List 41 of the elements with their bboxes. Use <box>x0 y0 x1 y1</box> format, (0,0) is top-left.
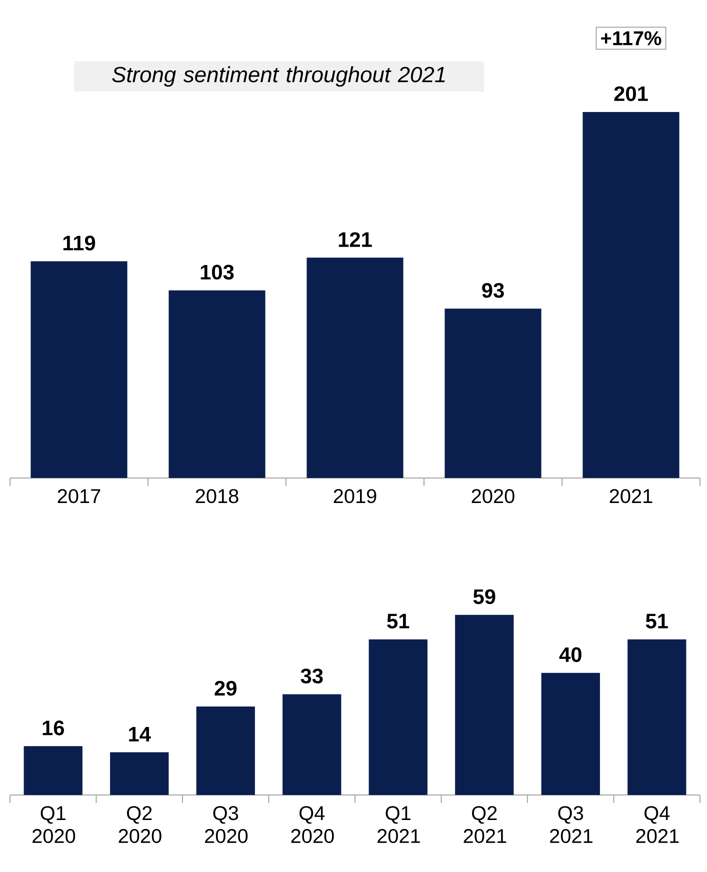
bar <box>541 672 600 795</box>
x-tick-label: Q4 2020 <box>291 806 334 844</box>
bar <box>306 258 404 478</box>
x-tick-label: Q1 2021 <box>378 806 420 844</box>
x-tick-label: 2018 <box>196 489 238 504</box>
bar <box>455 614 514 795</box>
x-tick-label: Q3 2020 <box>205 806 248 844</box>
x-tick-label: 2021 <box>610 489 652 504</box>
bar <box>368 639 428 795</box>
x-tick-label: Q4 2021 <box>636 806 679 844</box>
bar <box>628 639 686 795</box>
data-label: 29 <box>214 680 237 696</box>
bar <box>110 752 169 795</box>
x-tick-label: Q2 2020 <box>118 806 162 844</box>
bar <box>24 746 83 795</box>
data-label: 40 <box>559 647 582 662</box>
x-tick-label: 2017 <box>58 489 100 504</box>
data-label: 14 <box>129 727 152 742</box>
bar <box>282 694 342 795</box>
x-tick-label: Q2 2021 <box>464 806 506 844</box>
text: Strong sentiment throughout 2021 <box>112 66 445 87</box>
bar <box>196 706 256 795</box>
x-tick-label: 2019 <box>334 489 376 504</box>
bar <box>444 308 542 478</box>
text: +117% <box>601 31 662 46</box>
data-label: 103 <box>201 264 234 280</box>
bar <box>168 290 266 478</box>
x-tick-label: Q1 2020 <box>32 806 76 844</box>
x-tick-label: Q3 2021 <box>550 806 593 844</box>
data-label: 16 <box>42 720 64 736</box>
data-label: 33 <box>300 668 323 684</box>
data-label: 51 <box>387 614 410 628</box>
bar <box>582 112 680 478</box>
data-label: 201 <box>614 86 648 102</box>
bar <box>30 261 128 478</box>
data-label: 121 <box>339 232 372 247</box>
x-tick-label: 2020 <box>472 489 515 504</box>
data-label: 59 <box>474 589 496 604</box>
data-label: 93 <box>482 282 504 298</box>
data-label: 51 <box>646 614 668 628</box>
data-label: 119 <box>64 236 96 250</box>
